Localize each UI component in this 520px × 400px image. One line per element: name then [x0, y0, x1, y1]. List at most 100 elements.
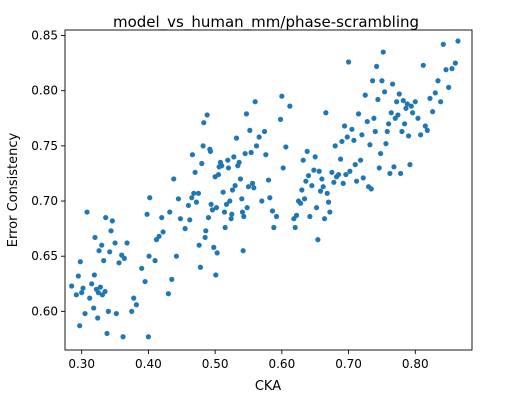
data-point-107 — [241, 214, 246, 219]
data-point-92 — [225, 158, 230, 163]
y-tick-label: 0.65 — [31, 249, 58, 263]
data-point-56 — [178, 216, 183, 221]
data-point-3 — [77, 323, 82, 328]
data-point-38 — [134, 302, 139, 307]
data-point-33 — [120, 334, 125, 339]
data-point-176 — [358, 158, 363, 163]
data-point-165 — [341, 181, 346, 186]
data-point-196 — [386, 121, 391, 126]
data-point-44 — [147, 195, 152, 200]
data-point-51 — [167, 209, 172, 214]
data-point-223 — [433, 90, 438, 95]
data-point-140 — [303, 179, 308, 184]
data-point-169 — [346, 59, 351, 64]
data-point-180 — [365, 119, 370, 124]
data-point-57 — [183, 226, 188, 231]
data-point-30 — [114, 311, 119, 316]
data-point-40 — [142, 279, 147, 284]
data-point-183 — [369, 186, 374, 191]
data-point-137 — [299, 187, 304, 192]
data-point-208 — [402, 121, 407, 126]
data-point-224 — [435, 78, 440, 83]
data-point-5 — [79, 290, 84, 295]
data-point-220 — [425, 128, 430, 133]
data-point-29 — [112, 240, 117, 245]
data-point-200 — [391, 164, 396, 169]
data-point-76 — [208, 149, 213, 154]
data-point-194 — [383, 141, 388, 146]
data-point-71 — [203, 235, 208, 240]
data-point-211 — [406, 133, 411, 138]
data-point-162 — [336, 172, 341, 177]
data-point-31 — [116, 260, 121, 265]
data-point-19 — [99, 243, 104, 248]
y-tick-label: 0.60 — [31, 304, 58, 318]
data-point-58 — [186, 203, 191, 208]
x-tick-label: 0.80 — [402, 357, 429, 371]
data-point-8 — [84, 209, 89, 214]
data-point-69 — [201, 143, 206, 148]
data-point-119 — [259, 198, 264, 203]
x-axis-label: CKA — [255, 379, 281, 394]
data-point-1 — [74, 292, 79, 297]
data-point-193 — [382, 89, 387, 94]
data-point-48 — [159, 215, 164, 220]
data-point-26 — [107, 249, 112, 254]
data-point-124 — [270, 208, 275, 213]
data-point-77 — [209, 202, 214, 207]
data-point-198 — [389, 110, 394, 115]
data-point-222 — [430, 109, 435, 114]
data-point-98 — [231, 154, 236, 159]
data-point-142 — [306, 173, 311, 178]
data-point-216 — [415, 116, 420, 121]
data-point-27 — [108, 228, 113, 233]
data-point-11 — [91, 305, 96, 310]
data-point-17 — [96, 248, 101, 253]
data-point-174 — [354, 179, 359, 184]
data-point-190 — [378, 151, 383, 156]
data-point-116 — [253, 99, 258, 104]
data-point-207 — [401, 98, 406, 103]
data-point-82 — [214, 205, 219, 210]
data-point-186 — [373, 129, 378, 134]
data-point-100 — [234, 136, 239, 141]
data-point-93 — [226, 165, 231, 170]
data-point-21 — [101, 258, 106, 263]
data-point-166 — [342, 123, 347, 128]
data-point-125 — [271, 225, 276, 230]
y-tick-label: 0.80 — [31, 84, 58, 98]
data-point-81 — [213, 272, 218, 277]
data-point-59 — [187, 217, 192, 222]
data-point-65 — [196, 191, 201, 196]
data-point-54 — [174, 254, 179, 259]
data-point-83 — [215, 250, 220, 255]
data-point-141 — [305, 149, 310, 154]
data-point-229 — [449, 66, 454, 71]
data-point-139 — [302, 196, 307, 201]
data-point-7 — [82, 311, 87, 316]
data-point-199 — [390, 81, 395, 86]
data-point-127 — [278, 117, 283, 122]
data-point-90 — [223, 225, 228, 230]
data-point-145 — [311, 168, 316, 173]
data-point-138 — [301, 158, 306, 163]
data-point-66 — [197, 243, 202, 248]
data-point-105 — [240, 209, 245, 214]
data-point-35 — [124, 240, 129, 245]
data-point-209 — [403, 106, 408, 111]
data-point-73 — [205, 112, 210, 117]
data-point-148 — [315, 237, 320, 242]
data-point-188 — [375, 97, 380, 102]
data-point-108 — [243, 151, 248, 156]
data-point-74 — [206, 215, 211, 220]
data-point-158 — [329, 170, 334, 175]
data-point-64 — [194, 200, 199, 205]
data-point-231 — [455, 38, 460, 43]
data-point-203 — [395, 112, 400, 117]
data-point-144 — [309, 183, 314, 188]
data-point-72 — [203, 228, 208, 233]
data-point-112 — [247, 128, 252, 133]
data-point-163 — [338, 157, 343, 162]
data-point-202 — [394, 99, 399, 104]
data-point-146 — [313, 154, 318, 159]
